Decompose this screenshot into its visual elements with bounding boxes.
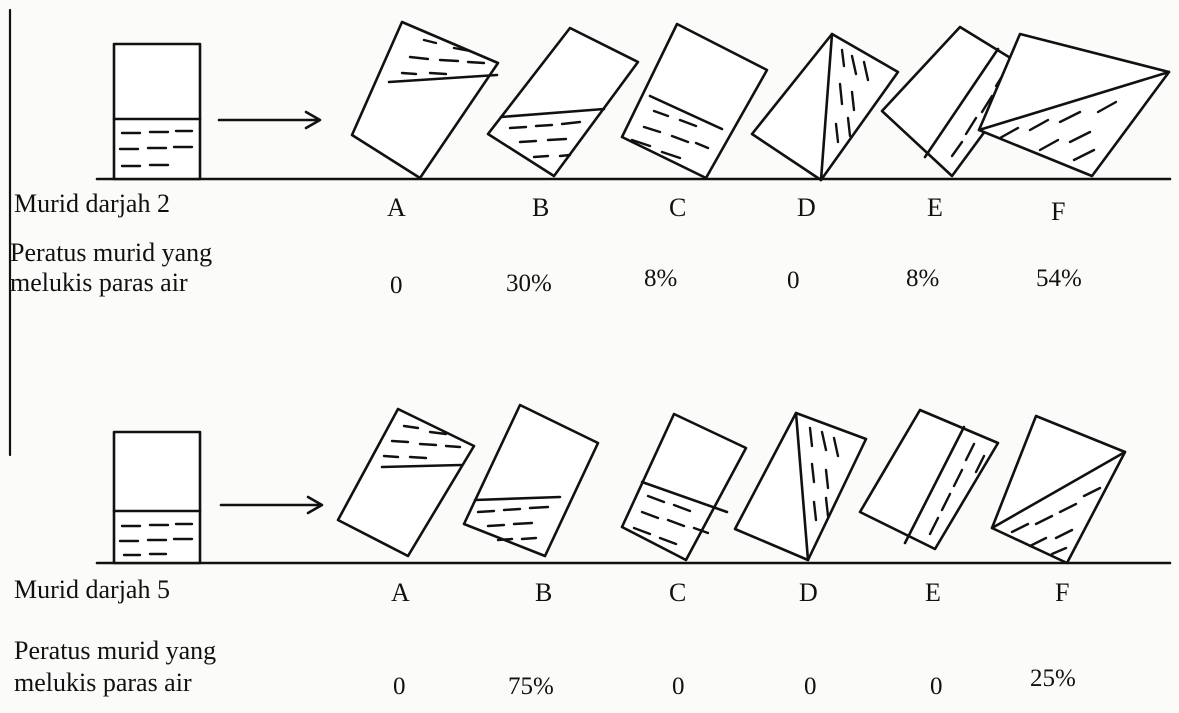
- tilted-container-E-2: [860, 410, 998, 549]
- option-letter-B-1: B: [532, 195, 549, 221]
- upright-container-2: [114, 432, 200, 563]
- percent-E-2: 0: [930, 674, 943, 699]
- tilted-container-A-2: [338, 409, 474, 556]
- percent-F-2: 25%: [1030, 666, 1076, 691]
- tilted-container-A-1: [352, 22, 498, 178]
- percent-A-1: 0: [390, 273, 403, 298]
- description-line-2-darjah-5: melukis paras air: [14, 668, 192, 697]
- option-letter-D-2: D: [799, 580, 818, 606]
- percent-C-2: 0: [672, 674, 685, 699]
- percent-B-1: 30%: [506, 271, 552, 296]
- upright-container-1: [114, 44, 200, 179]
- option-letter-B-2: B: [535, 580, 552, 606]
- option-letter-E-2: E: [925, 580, 941, 606]
- percent-B-2: 75%: [508, 674, 554, 699]
- panel-darjah-5-drawing: [97, 405, 1170, 563]
- percent-C-1: 8%: [644, 266, 677, 291]
- arrow-1: [219, 112, 320, 128]
- tilted-container-C-1: [622, 24, 767, 178]
- group-label-darjah-2: Murid darjah 2: [14, 190, 170, 219]
- panel-darjah-2-drawing: [97, 22, 1170, 180]
- tilted-container-D-1: [752, 34, 898, 180]
- tilted-container-D-2: [735, 413, 866, 560]
- percent-D-1: 0: [787, 268, 800, 293]
- tilted-container-B-2: [464, 405, 598, 556]
- tilted-container-B-1: [488, 28, 638, 176]
- option-letter-A-1: A: [387, 195, 406, 221]
- arrow-2: [221, 497, 322, 513]
- percent-F-1: 54%: [1036, 266, 1082, 291]
- option-letter-D-1: D: [797, 195, 816, 221]
- option-letter-A-2: A: [391, 580, 410, 606]
- option-letter-C-1: C: [669, 195, 686, 221]
- option-letter-F-1: F: [1051, 199, 1065, 225]
- option-letter-E-1: E: [927, 195, 943, 221]
- tilted-container-F-2: [992, 416, 1125, 563]
- group-label-darjah-5: Murid darjah 5: [14, 576, 170, 605]
- percent-A-2: 0: [393, 674, 406, 699]
- description-line-1-darjah-2: Peratus murid yang: [10, 238, 212, 267]
- description-line-1-darjah-5: Peratus murid yang: [14, 636, 216, 665]
- option-letter-F-2: F: [1055, 580, 1069, 606]
- percent-E-1: 8%: [906, 266, 939, 291]
- percent-D-2: 0: [804, 674, 817, 699]
- description-line-2-darjah-2: melukis paras air: [10, 268, 188, 297]
- tilted-container-C-2: [622, 414, 746, 560]
- option-letter-C-2: C: [669, 580, 686, 606]
